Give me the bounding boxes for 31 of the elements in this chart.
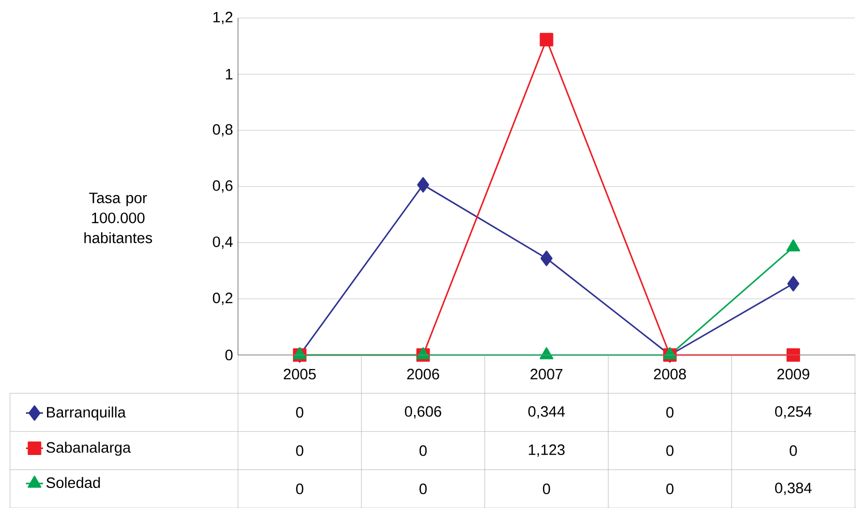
legend-label: Barranquilla	[47, 406, 126, 421]
data-label: 0,384	[775, 482, 812, 496]
x-tick-label: 2009	[777, 368, 810, 380]
data-label: 0	[420, 484, 427, 494]
y-tick-label: 0	[225, 350, 233, 360]
data-label: 0	[542, 484, 550, 494]
y-tick-label: 0,2	[212, 292, 232, 306]
data-label: 0	[666, 407, 674, 418]
data-label: 0	[296, 407, 304, 418]
data-label: 0,254	[775, 406, 812, 419]
x-tick-label: 2006	[407, 368, 440, 380]
legend-label: Soledad	[46, 477, 100, 488]
data-label: 0	[420, 445, 427, 456]
data-label: 0,606	[404, 406, 442, 419]
data-label: 0	[666, 445, 674, 456]
y-tick-label: 0,6	[212, 180, 232, 193]
x-tick-label: 2007	[530, 368, 562, 380]
data-label: 0	[666, 484, 674, 494]
x-tick-label: 2008	[654, 368, 686, 380]
y-axis-title: Tasa por 100.000 habitantes	[84, 192, 152, 244]
legend-label: Sabanalarga	[46, 442, 131, 456]
y-tick-label: 1,2	[213, 12, 232, 24]
data-label: 0	[296, 484, 304, 494]
data-label: 0,344	[528, 406, 565, 419]
y-tick-label: 0,8	[212, 124, 232, 137]
y-tick-label: 0,4	[212, 236, 233, 249]
x-tick-label: 2005	[284, 368, 316, 380]
data-label: 0	[296, 445, 304, 456]
data-label: 0	[790, 445, 797, 456]
data-label: 1,123	[528, 444, 565, 457]
y-tick-label: 1	[226, 69, 232, 80]
